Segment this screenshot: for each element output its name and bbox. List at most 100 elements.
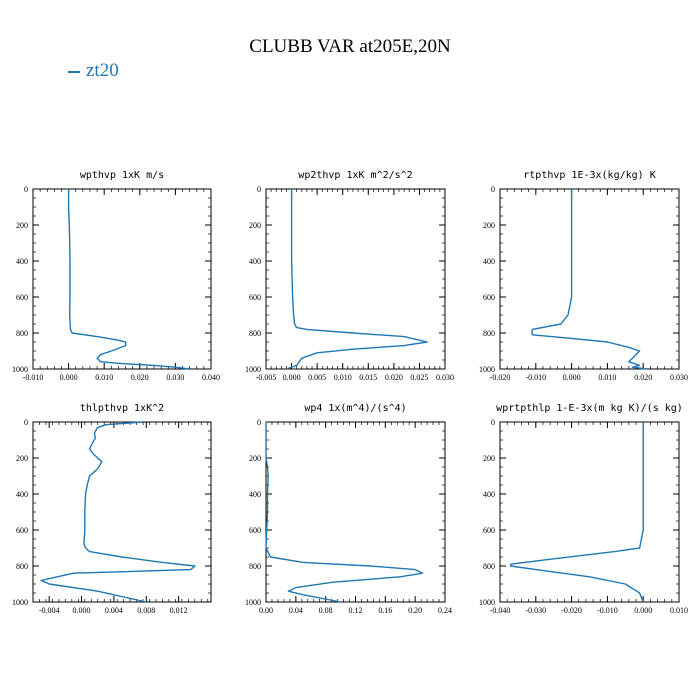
y-tick-label: 200 (16, 454, 28, 463)
series-line (531, 189, 647, 370)
subplot-title: rtpthvp 1E-3x(kg/kg) K (523, 170, 655, 181)
x-tick-label: 0.000 (60, 373, 78, 382)
series-line (265, 422, 424, 603)
subplot-title: wp2thvp 1xK m^2/s^2 (298, 170, 412, 181)
y-tick-label: 1000 (245, 598, 261, 607)
x-tick-label: -0.030 (525, 606, 546, 615)
y-tick-label: 400 (16, 490, 28, 499)
x-tick-label: 0.020 (634, 373, 652, 382)
subplot-6: wprtpthlp 1-E-3x(m kg K)/(s kg) -0.040 -0.… (479, 403, 688, 615)
y-tick-label: 200 (483, 221, 495, 230)
y-tick-label: 400 (483, 490, 495, 499)
series-line (67, 189, 190, 370)
y-tick-label: 800 (249, 562, 261, 571)
legend-line-swatch (68, 70, 80, 73)
y-tick-label: 800 (483, 329, 495, 338)
subplot-title: wpthvp 1xK m/s (80, 170, 164, 181)
x-tick-label: 0.010 (598, 373, 616, 382)
x-tick-label: 0.030 (436, 373, 454, 382)
x-tick-label: 0.000 (634, 606, 652, 615)
subplot-1: wpthvp 1xK m/s -0.010 0.000 0.010 0.020 0.030… (12, 170, 220, 382)
plot-frame (32, 188, 212, 370)
y-tick-label: 600 (16, 293, 28, 302)
y-tick-label: 800 (249, 329, 261, 338)
x-tick-label: -0.020 (490, 373, 511, 382)
x-tick-label: 0.010 (670, 606, 688, 615)
subplot-2: wp2thvp 1xK m^2/s^2 -0.005 0.000 0.005 0.010… (245, 170, 454, 382)
x-tick-label: -0.040 (490, 606, 511, 615)
y-tick-label: 0 (491, 185, 495, 194)
series-line (286, 189, 428, 370)
y-tick-label: 0 (257, 418, 261, 427)
x-tick-label: 0.020 (131, 373, 149, 382)
plot-frame (265, 421, 446, 603)
plot-frame (265, 188, 446, 370)
x-tick-label: 0.000 (563, 373, 581, 382)
y-tick-label: 200 (249, 454, 261, 463)
legend: zt20 (68, 60, 119, 82)
series-line (40, 421, 196, 603)
x-tick-label: 0.00 (259, 606, 273, 615)
y-tick-label: 800 (483, 562, 495, 571)
x-tick-label: -0.010 (597, 606, 618, 615)
x-tick-label: 0.012 (170, 606, 188, 615)
y-tick-label: 1000 (12, 598, 28, 607)
y-tick-label: 400 (16, 257, 28, 266)
x-tick-label: -0.005 (256, 373, 277, 382)
y-tick-label: 600 (249, 526, 261, 535)
x-tick-label: 0.015 (359, 373, 377, 382)
y-tick-label: 200 (249, 221, 261, 230)
y-tick-label: 1000 (479, 598, 495, 607)
y-tick-label: 800 (16, 562, 28, 571)
x-tick-label: -0.010 (23, 373, 44, 382)
subplot-5: wp4 1x(m^4)/(s^4) 0.00 0.04 0.08 0.12 0.16 0.2… (245, 403, 452, 615)
subplot-title: wp4 1x(m^4)/(s^4) (304, 403, 406, 414)
subplot-title: wprtpthlp 1-E-3x(m kg K)/(s kg) (496, 403, 683, 414)
subplot-title: thlpthvp 1xK^2 (80, 403, 164, 414)
y-tick-label: 0 (491, 418, 495, 427)
y-tick-label: 600 (16, 526, 28, 535)
y-tick-label: 400 (483, 257, 495, 266)
y-tick-label: 600 (483, 526, 495, 535)
subplot-4: thlpthvp 1xK^2 -0.004 0.000 0.004 0.008 0.012… (12, 403, 212, 615)
x-tick-label: 0.030 (670, 373, 688, 382)
x-tick-label: -0.020 (561, 606, 582, 615)
y-tick-label: 1000 (12, 365, 28, 374)
x-tick-label: 0.040 (202, 373, 220, 382)
subplot-3: rtpthvp 1E-3x(kg/kg) K -0.020 -0.010 0.000 0… (479, 170, 688, 382)
x-tick-label: 0.000 (283, 373, 301, 382)
x-tick-label: 0.04 (289, 606, 303, 615)
plot-frame (499, 188, 680, 370)
x-tick-label: 0.010 (95, 373, 113, 382)
legend-label: zt20 (86, 60, 119, 81)
x-tick-label: 0.16 (378, 606, 392, 615)
x-tick-label: 0.12 (349, 606, 363, 615)
y-tick-label: 200 (483, 454, 495, 463)
x-tick-label: 0.010 (334, 373, 352, 382)
y-tick-label: 1000 (245, 365, 261, 374)
x-tick-label: 0.008 (137, 606, 155, 615)
y-tick-label: 0 (24, 185, 28, 194)
y-tick-label: 400 (249, 490, 261, 499)
y-tick-label: 600 (483, 293, 495, 302)
x-tick-label: 0.08 (319, 606, 333, 615)
y-tick-label: 600 (249, 293, 261, 302)
y-tick-label: 400 (249, 257, 261, 266)
x-tick-label: 0.005 (308, 373, 326, 382)
x-tick-label: 0.020 (385, 373, 403, 382)
y-tick-label: 200 (16, 221, 28, 230)
y-tick-label: 0 (257, 185, 261, 194)
plot-frame (32, 421, 212, 603)
x-tick-label: 0.000 (73, 606, 91, 615)
x-tick-label: 0.004 (105, 606, 123, 615)
x-tick-label: -0.010 (525, 373, 546, 382)
series-line (510, 422, 644, 603)
x-tick-label: 0.20 (408, 606, 422, 615)
x-tick-label: 0.025 (410, 373, 428, 382)
y-tick-label: 0 (24, 418, 28, 427)
y-tick-label: 1000 (479, 365, 495, 374)
x-tick-label: 0.030 (166, 373, 184, 382)
chart-main-title: CLUBB VAR at205E,20N (249, 36, 451, 57)
x-tick-label: 0.24 (438, 606, 452, 615)
